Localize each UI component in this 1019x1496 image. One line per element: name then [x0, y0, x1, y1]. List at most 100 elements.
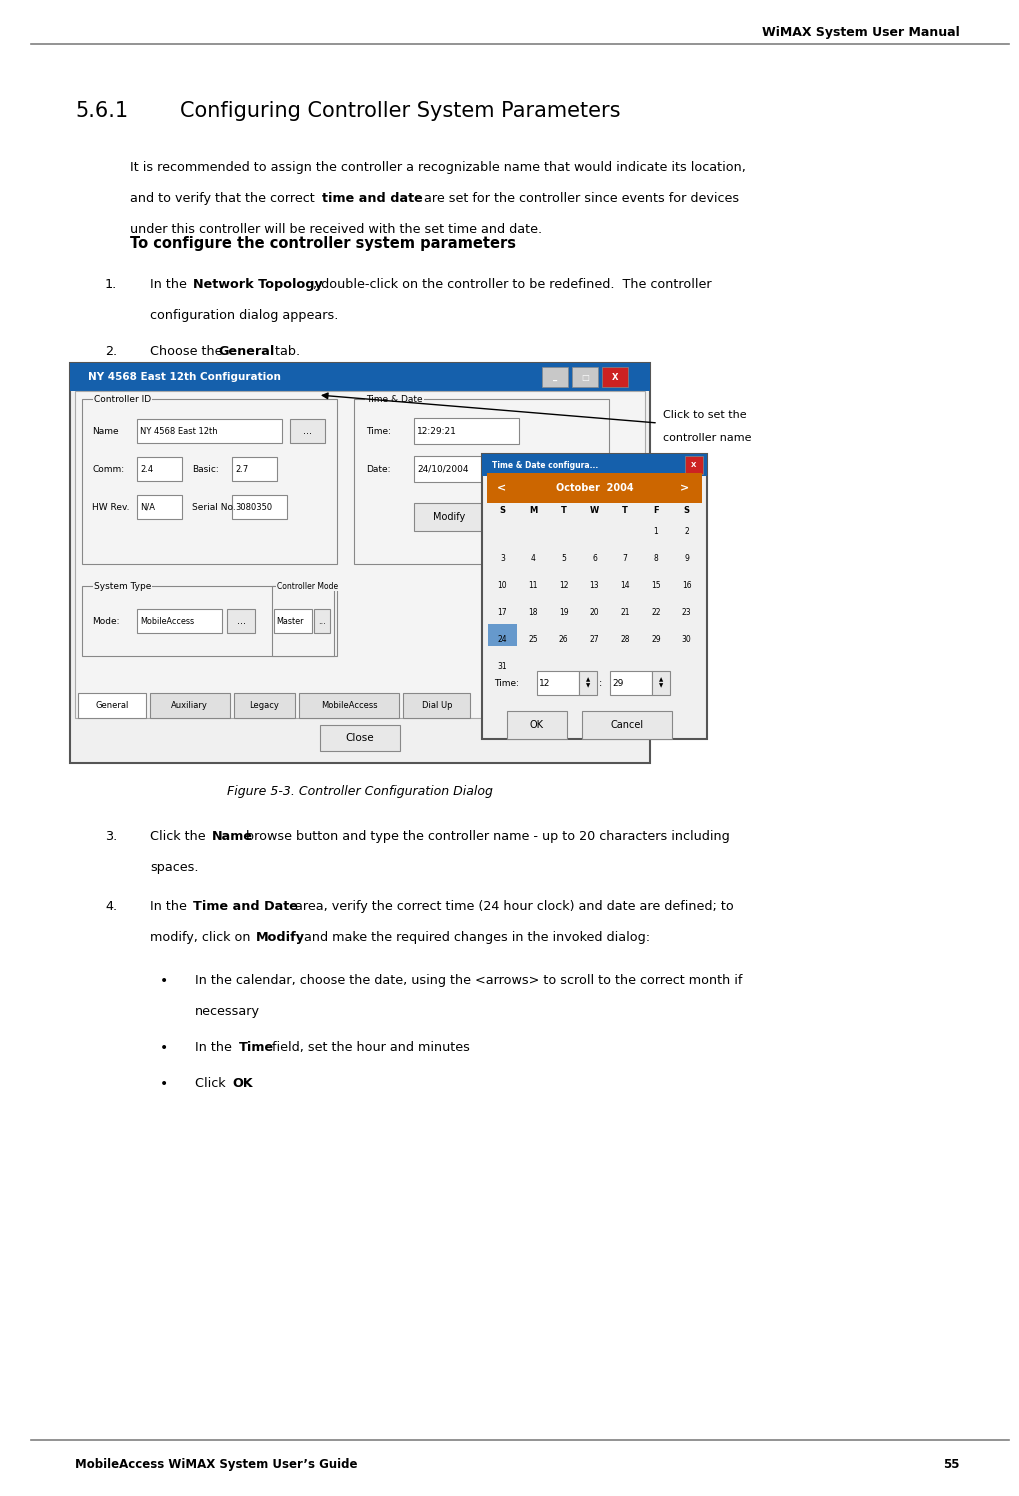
Text: 4: 4	[531, 554, 536, 562]
Text: ▼: ▼	[586, 684, 590, 688]
Text: 29: 29	[612, 679, 624, 688]
Text: Click to set the: Click to set the	[663, 410, 747, 420]
Text: Basic:: Basic:	[192, 464, 219, 474]
Text: Choose the: Choose the	[150, 346, 226, 358]
Text: •: •	[160, 1077, 168, 1091]
Text: and make the required changes in the invoked dialog:: and make the required changes in the inv…	[301, 931, 650, 944]
FancyBboxPatch shape	[314, 609, 330, 633]
Text: 2.4: 2.4	[140, 464, 153, 474]
Text: To configure the controller system parameters: To configure the controller system param…	[130, 236, 516, 251]
FancyBboxPatch shape	[290, 419, 325, 443]
Text: N/A: N/A	[140, 503, 155, 512]
Text: 2.: 2.	[105, 346, 117, 358]
Text: spaces.: spaces.	[150, 862, 199, 874]
Text: Time: Time	[238, 1041, 273, 1055]
Text: browse button and type the controller name - up to 20 characters including: browse button and type the controller na…	[242, 830, 730, 844]
Text: 20: 20	[590, 607, 599, 616]
Text: field, set the hour and minutes: field, set the hour and minutes	[268, 1041, 471, 1055]
Text: ...: ...	[303, 426, 312, 435]
Text: Time & Date: Time & Date	[366, 395, 423, 404]
Text: X: X	[611, 373, 619, 381]
FancyBboxPatch shape	[537, 672, 579, 696]
Text: HW Rev.: HW Rev.	[92, 503, 129, 512]
Text: necessary: necessary	[195, 1005, 260, 1017]
Text: 23: 23	[682, 607, 692, 616]
Text: 24: 24	[497, 634, 507, 643]
Text: Cancel: Cancel	[610, 720, 644, 730]
FancyBboxPatch shape	[579, 672, 597, 696]
Text: , double-click on the controller to be redefined.  The controller: , double-click on the controller to be r…	[314, 278, 712, 292]
FancyBboxPatch shape	[403, 693, 471, 718]
Text: are set for the controller since events for devices: are set for the controller since events …	[420, 191, 739, 205]
Text: T: T	[560, 506, 567, 515]
FancyBboxPatch shape	[602, 367, 628, 387]
Text: •: •	[160, 974, 168, 987]
Text: In the calendar, choose the date, using the <arrows> to scroll to the correct mo: In the calendar, choose the date, using …	[195, 974, 743, 987]
Text: 28: 28	[621, 634, 630, 643]
Text: MobileAccess WiMAX System User’s Guide: MobileAccess WiMAX System User’s Guide	[75, 1459, 358, 1471]
FancyBboxPatch shape	[414, 417, 519, 444]
Text: 11: 11	[528, 580, 538, 589]
Text: 26: 26	[559, 634, 569, 643]
Text: Mode:: Mode:	[92, 616, 119, 625]
Text: 29: 29	[651, 634, 660, 643]
FancyBboxPatch shape	[227, 609, 255, 633]
Text: In the: In the	[150, 278, 191, 292]
FancyBboxPatch shape	[320, 726, 400, 751]
Text: Date:: Date:	[366, 464, 390, 474]
Text: 19: 19	[559, 607, 569, 616]
Text: >: >	[680, 483, 689, 494]
Text: Network Topology: Network Topology	[194, 278, 323, 292]
Text: S: S	[684, 506, 690, 515]
Text: Legacy: Legacy	[250, 702, 279, 711]
Text: time and date: time and date	[322, 191, 423, 205]
Text: tab.: tab.	[271, 346, 300, 358]
FancyBboxPatch shape	[572, 367, 598, 387]
Text: OK: OK	[530, 720, 544, 730]
FancyBboxPatch shape	[582, 711, 672, 739]
Text: 1.: 1.	[105, 278, 117, 292]
Text: NY 4568 East 12th Configuration: NY 4568 East 12th Configuration	[88, 373, 281, 381]
Text: OK: OK	[232, 1077, 253, 1091]
Text: 16: 16	[682, 580, 692, 589]
FancyBboxPatch shape	[82, 586, 337, 657]
Text: 13: 13	[590, 580, 599, 589]
Text: Dial Up: Dial Up	[422, 702, 452, 711]
Text: In the: In the	[195, 1041, 235, 1055]
Text: Controller ID: Controller ID	[94, 395, 151, 404]
Text: Auxiliary: Auxiliary	[171, 702, 208, 711]
Text: 17: 17	[497, 607, 507, 616]
Text: 15: 15	[651, 580, 660, 589]
FancyBboxPatch shape	[487, 473, 702, 503]
Text: MobileAccess: MobileAccess	[140, 616, 195, 625]
Text: 6: 6	[592, 554, 597, 562]
Text: 5.6.1: 5.6.1	[75, 102, 128, 121]
Text: It is recommended to assign the controller a recognizable name that would indica: It is recommended to assign the controll…	[130, 162, 746, 174]
Text: 12: 12	[539, 679, 550, 688]
Text: X: X	[691, 462, 697, 468]
FancyBboxPatch shape	[137, 456, 182, 482]
FancyBboxPatch shape	[274, 609, 312, 633]
FancyBboxPatch shape	[685, 456, 703, 474]
Text: S: S	[499, 506, 505, 515]
Text: □: □	[581, 373, 589, 381]
Text: 14: 14	[621, 580, 630, 589]
FancyBboxPatch shape	[150, 693, 230, 718]
Text: ...: ...	[236, 616, 246, 625]
Text: 25: 25	[528, 634, 538, 643]
FancyBboxPatch shape	[482, 453, 707, 476]
Text: 18: 18	[528, 607, 538, 616]
Text: In the: In the	[150, 901, 191, 913]
Text: and to verify that the correct: and to verify that the correct	[130, 191, 319, 205]
Text: Time:: Time:	[366, 426, 391, 435]
Text: M: M	[529, 506, 537, 515]
FancyBboxPatch shape	[78, 693, 146, 718]
Text: Controller Mode: Controller Mode	[277, 582, 338, 591]
FancyBboxPatch shape	[70, 364, 650, 390]
Text: 10: 10	[497, 580, 507, 589]
Text: Name: Name	[212, 830, 253, 844]
Text: 30: 30	[682, 634, 692, 643]
Text: 22: 22	[651, 607, 660, 616]
Text: 5: 5	[561, 554, 567, 562]
Text: 8: 8	[653, 554, 658, 562]
